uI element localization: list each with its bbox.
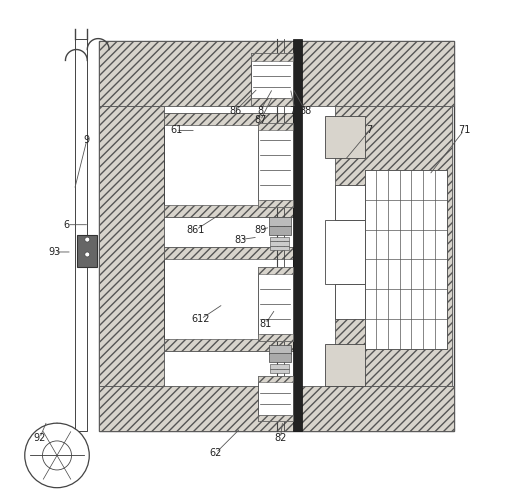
Text: 78: 78	[289, 106, 301, 116]
Text: 83: 83	[235, 235, 247, 245]
Text: 8: 8	[258, 106, 264, 116]
Text: 87: 87	[254, 115, 267, 125]
Bar	[258, 267, 293, 274]
Bar	[325, 220, 365, 284]
Bar	[335, 284, 365, 319]
Bar	[258, 123, 293, 130]
Bar	[269, 353, 291, 362]
Text: 88: 88	[299, 106, 311, 116]
Bar	[270, 241, 289, 246]
Bar	[99, 386, 454, 431]
Bar	[270, 369, 289, 373]
Bar	[99, 106, 164, 386]
Text: 62: 62	[210, 448, 222, 458]
Bar	[75, 38, 87, 431]
Bar	[99, 41, 454, 431]
Bar	[258, 376, 293, 421]
Bar	[258, 376, 293, 382]
Text: 861: 861	[187, 225, 205, 235]
Bar	[293, 38, 301, 431]
Bar	[164, 113, 293, 217]
Text: 6: 6	[64, 220, 70, 230]
Bar	[325, 116, 365, 158]
Bar	[270, 237, 289, 241]
Bar	[77, 235, 97, 267]
Bar	[99, 41, 454, 106]
Bar	[270, 246, 289, 250]
Bar	[250, 53, 293, 61]
Bar	[258, 415, 293, 421]
Circle shape	[42, 441, 72, 470]
Circle shape	[85, 237, 90, 242]
Text: 9: 9	[84, 135, 90, 145]
Bar	[270, 364, 289, 369]
Text: 612: 612	[192, 314, 210, 324]
Text: 61: 61	[170, 125, 182, 135]
Bar	[325, 344, 365, 386]
Bar	[258, 334, 293, 341]
Text: 82: 82	[274, 433, 287, 443]
Text: 86: 86	[229, 106, 242, 116]
Bar	[335, 185, 365, 220]
Bar	[335, 106, 452, 386]
Bar	[164, 247, 293, 351]
Text: 93: 93	[49, 247, 61, 257]
Circle shape	[85, 252, 90, 257]
Text: 7: 7	[366, 125, 373, 135]
Bar	[269, 217, 291, 226]
Bar	[269, 226, 291, 235]
Text: 92: 92	[33, 433, 46, 443]
Bar	[250, 53, 293, 106]
Bar	[269, 345, 291, 354]
Bar	[250, 98, 293, 106]
Bar	[258, 267, 293, 341]
Bar	[258, 200, 293, 207]
Bar	[164, 247, 293, 259]
Bar	[365, 170, 447, 349]
Text: 81: 81	[259, 319, 271, 329]
Circle shape	[25, 423, 89, 488]
Text: 89: 89	[254, 225, 267, 235]
Bar	[164, 113, 293, 125]
Bar	[164, 339, 293, 351]
Bar	[164, 205, 293, 217]
Text: 71: 71	[458, 125, 470, 135]
Bar	[258, 123, 293, 207]
